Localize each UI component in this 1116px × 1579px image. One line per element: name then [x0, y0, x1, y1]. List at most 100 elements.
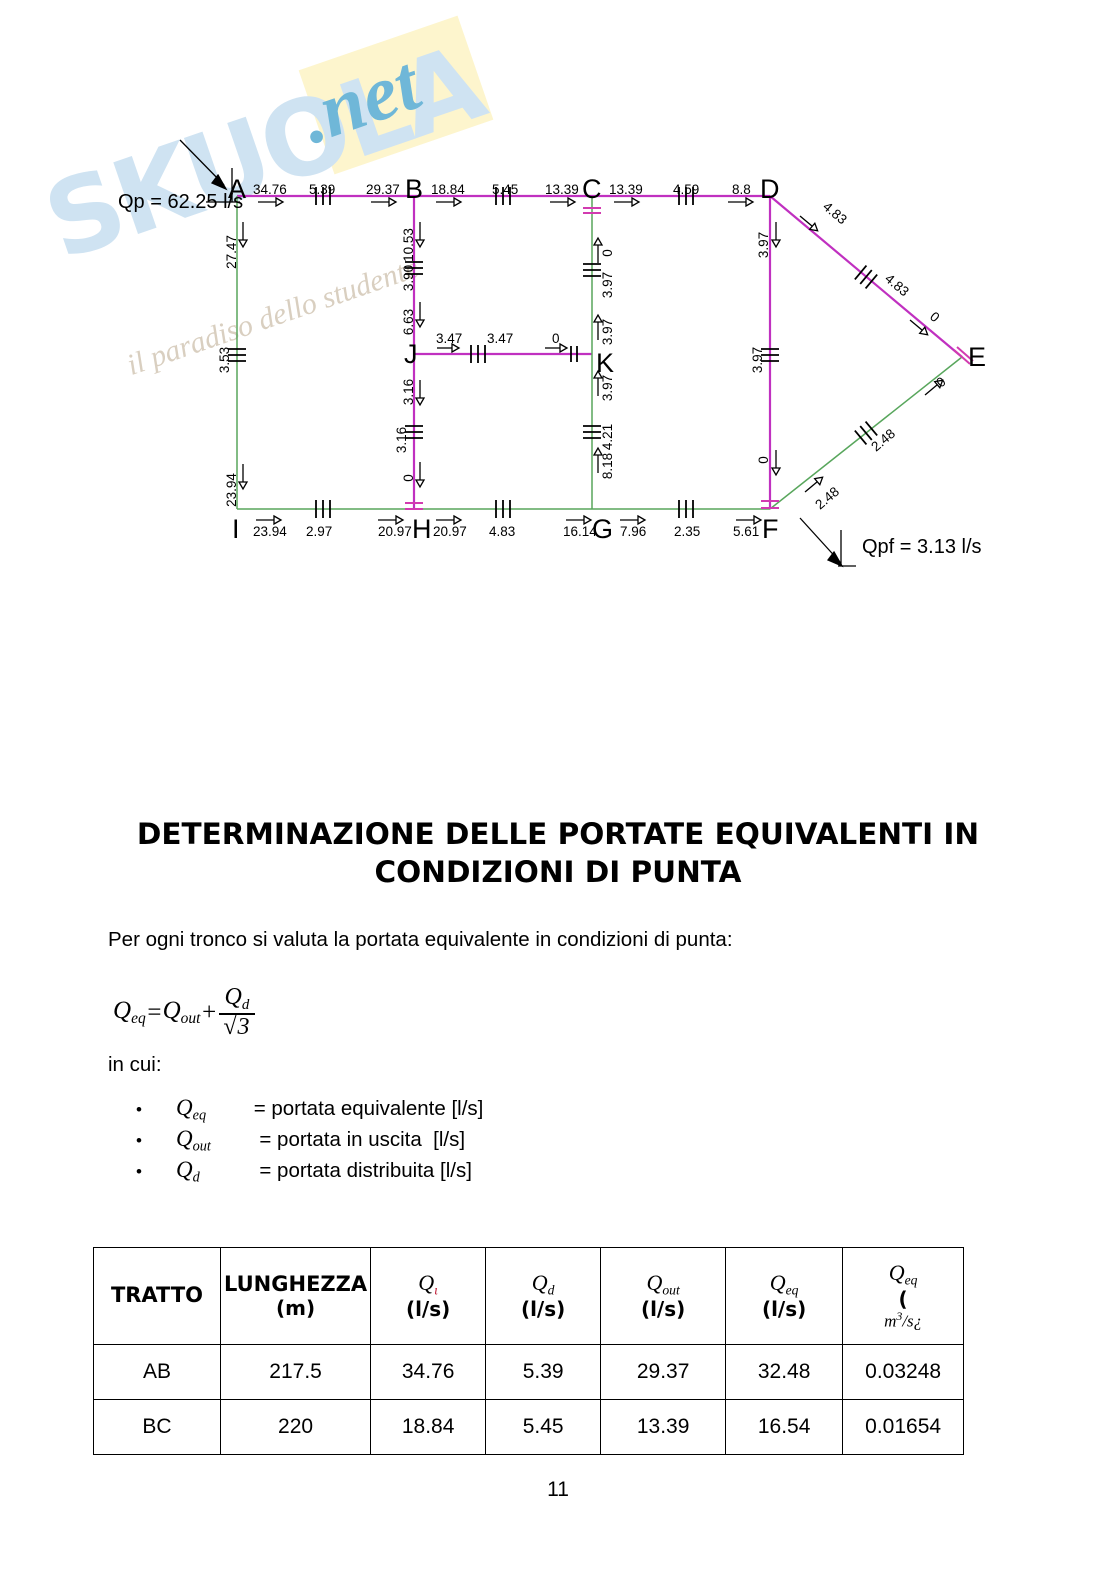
node-label-E: E — [968, 342, 986, 372]
node-label-K: K — [596, 348, 614, 378]
svg-text:10.53: 10.53 — [401, 228, 416, 262]
svg-text:4.83: 4.83 — [489, 524, 515, 539]
svg-text:20.97: 20.97 — [433, 524, 467, 539]
svg-text:2.97: 2.97 — [306, 524, 332, 539]
svg-text:0: 0 — [756, 456, 771, 464]
col-header-lunghezza: LUNGHEZZA (m) — [219, 1247, 372, 1345]
segment-values: 34.76 5.39 29.37 18.84 5.45 13.39 13.39 4.59 8… — [253, 182, 759, 539]
svg-text:3.97: 3.97 — [750, 347, 765, 373]
symbol-qd: Qd — [176, 1157, 200, 1186]
outflow-label: Qpf = 3.13 l/s — [862, 536, 982, 558]
col-header-qeq-ls: Qeq (l/s) — [725, 1247, 844, 1345]
portate-equivalenti-table: TRATTO LUNGHEZZA (m) Qι (l/s) Qd (l/s) Q… — [93, 1247, 965, 1455]
svg-text:23.94: 23.94 — [224, 473, 239, 507]
svg-text:3.16: 3.16 — [394, 427, 409, 453]
table-row: BC 220 18.84 5.45 13.39 16.54 0.01654 — [93, 1399, 965, 1455]
svg-text:4.59: 4.59 — [673, 182, 699, 197]
segment-values-vertical: 27.47 3.53 23.94 10.53 3.90 6.63 3.16 3.… — [217, 228, 771, 507]
symbol-qeq: Qeq — [176, 1095, 207, 1124]
list-item: • Qeq = portata equivalente [l/s] — [136, 1095, 484, 1124]
svg-text:3.53: 3.53 — [217, 347, 232, 373]
cell-lunghezza: 220 — [219, 1399, 372, 1455]
svg-text:3.97: 3.97 — [600, 272, 615, 298]
cell-qd: 5.39 — [485, 1344, 602, 1400]
col-header-tratto: TRATTO — [93, 1247, 221, 1345]
svg-text:5.61: 5.61 — [733, 524, 759, 539]
node-joint-marks — [405, 207, 974, 510]
cell-tratto: AB — [93, 1344, 221, 1400]
cell-qeq: 16.54 — [725, 1399, 844, 1455]
cell-qeq-m3: 0.03248 — [842, 1344, 965, 1400]
fraction-bar — [219, 1013, 255, 1016]
page-number: 11 — [547, 1478, 569, 1501]
svg-text:20.97: 20.97 — [378, 524, 412, 539]
svg-text:3.97: 3.97 — [600, 319, 615, 345]
node-label-J: J — [404, 339, 418, 369]
svg-text:8.18: 8.18 — [600, 453, 615, 479]
svg-text:3.97: 3.97 — [756, 232, 771, 258]
definition-text: = portata equivalente [l/s] — [248, 1097, 484, 1120]
svg-text:0: 0 — [600, 249, 615, 257]
cell-qeq: 32.48 — [725, 1344, 844, 1400]
svg-text:13.39: 13.39 — [609, 182, 643, 197]
bullet-icon: • — [136, 1162, 142, 1181]
svg-text:34.76: 34.76 — [253, 182, 287, 197]
formula-term-qout: Qout — [162, 997, 201, 1028]
col-header-qd: Qd (l/s) — [485, 1247, 602, 1345]
formula-numerator: Qd — [224, 984, 250, 1013]
svg-text:23.94: 23.94 — [253, 524, 287, 539]
cell-qi: 18.84 — [370, 1399, 487, 1455]
cell-qout: 29.37 — [600, 1344, 727, 1400]
svg-text:5.45: 5.45 — [492, 182, 518, 197]
definition-list: • Qeq = portata equivalente [l/s] • Qout… — [136, 1095, 483, 1188]
inflow-arrow — [179, 139, 240, 203]
node-labels: A B C D E F G H I J K — [228, 174, 986, 544]
svg-text:8.8: 8.8 — [732, 182, 751, 197]
cell-qd: 5.45 — [485, 1399, 602, 1455]
cell-qeq-m3: 0.01654 — [842, 1399, 965, 1455]
svg-text:5.39: 5.39 — [309, 182, 335, 197]
formula-denominator: √3 — [219, 1013, 254, 1041]
svg-text:13.39: 13.39 — [545, 182, 579, 197]
list-item: • Qd = portata distribuita [l/s] — [136, 1157, 483, 1186]
node-label-F: F — [762, 514, 779, 544]
node-label-B: B — [405, 174, 423, 204]
svg-text:0: 0 — [552, 331, 560, 346]
svg-text:3.90: 3.90 — [401, 265, 416, 291]
list-item: • Qout = portata in uscita [l/s] — [136, 1126, 483, 1155]
svg-text:0: 0 — [401, 474, 416, 482]
svg-text:29.37: 29.37 — [366, 182, 400, 197]
network-diagram-svg: A B C D E F G H I J K — [118, 139, 986, 568]
equation-qeq: Qeq = Qout + Qd √3 — [113, 984, 257, 1041]
in-cui-label: in cui: — [108, 1053, 162, 1076]
svg-text:27.47: 27.47 — [224, 235, 239, 269]
col-header-qout: Qout (l/s) — [600, 1247, 727, 1345]
svg-text:3.47: 3.47 — [436, 331, 462, 346]
outflow-arrow — [799, 517, 856, 568]
formula-plus: + — [200, 998, 218, 1026]
sqrt-icon: √3 — [223, 1013, 251, 1041]
network-diagram: A B C D E F G H I J K — [0, 0, 1116, 620]
table-row: AB 217.5 34.76 5.39 29.37 32.48 0.03248 — [93, 1344, 965, 1400]
node-label-G: G — [592, 514, 613, 544]
table-header-row: TRATTO LUNGHEZZA (m) Qι (l/s) Qd (l/s) Q… — [93, 1247, 965, 1345]
symbol-qout: Qout — [176, 1126, 211, 1155]
svg-text:3.47: 3.47 — [487, 331, 513, 346]
svg-text:4.21: 4.21 — [600, 424, 615, 450]
pipe-hatch-ticks — [227, 186, 879, 519]
flow-arrows — [179, 139, 944, 568]
svg-text:3.97: 3.97 — [600, 375, 615, 401]
node-label-H: H — [412, 514, 432, 544]
bullet-icon: • — [136, 1100, 142, 1119]
cell-tratto: BC — [93, 1399, 221, 1455]
inflow-label: Qp = 62.25 l/s — [118, 191, 243, 213]
page-title: DETERMINAZIONE DELLE PORTATE EQUIVALENTI… — [136, 817, 980, 890]
formula-fraction: Qd √3 — [219, 984, 255, 1041]
col-header-qeq-m3s: Qeq ( m3/s¿ — [842, 1247, 965, 1345]
svg-text:6.63: 6.63 — [401, 309, 416, 335]
col-header-qi: Qι (l/s) — [370, 1247, 487, 1345]
cell-lunghezza: 217.5 — [219, 1344, 372, 1400]
cell-qout: 13.39 — [600, 1399, 727, 1455]
svg-text:2.35: 2.35 — [674, 524, 700, 539]
node-label-C: C — [582, 174, 602, 204]
